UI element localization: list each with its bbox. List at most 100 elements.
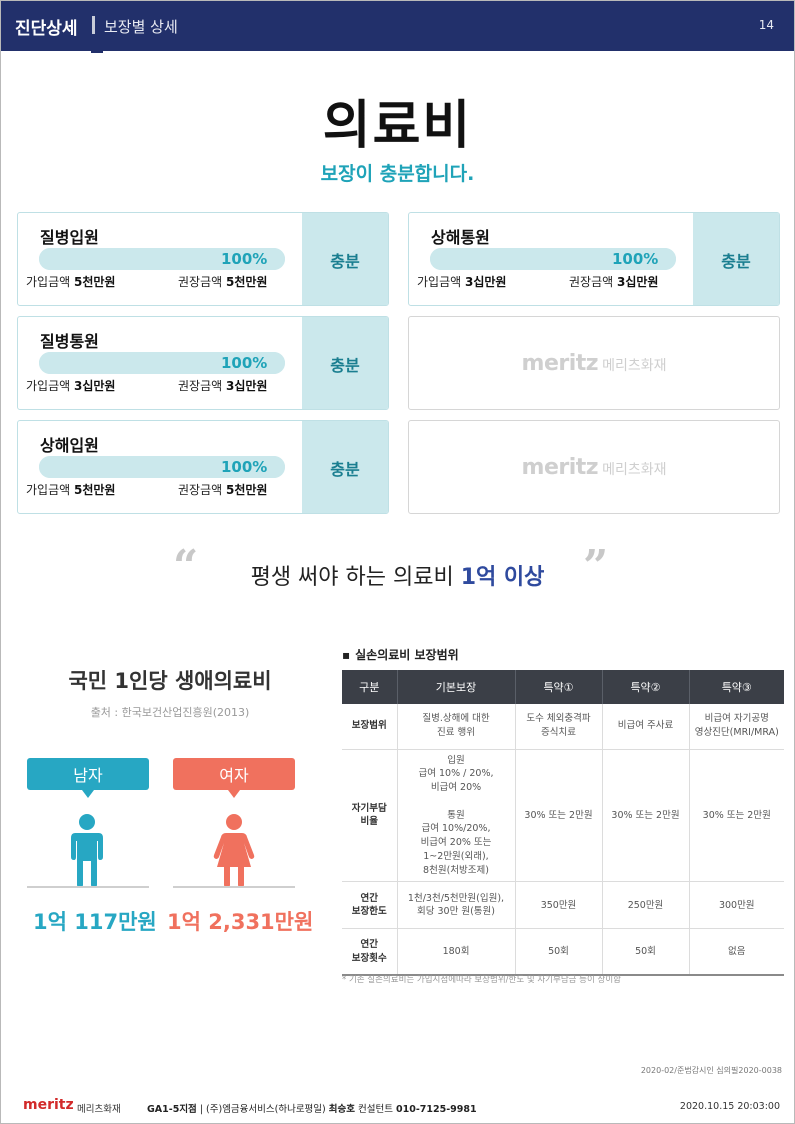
table-header-cell: 특약③ [689,670,784,704]
female-lifetime-amount: 1억 2,331만원 [167,910,314,934]
coverage-table-wrapper: 구분 기본보장 특약① 특약② 특약③ 보장범위 질병.상해에 대한 진료 행위… [342,670,784,976]
logo-text: meritz [521,454,599,480]
logo-text: meritz [521,350,599,376]
male-lifetime-amount: 1억 117만원 [33,910,157,934]
logo-korean-text: 메리츠화재 [602,462,667,478]
recommended-amount: 권장금액 5천만원 [178,275,268,289]
header-subtitle: 보장별 상세 [104,18,178,36]
footer-datetime: 2020.10.15 20:03:00 [679,1101,780,1112]
header-separator [92,16,95,34]
table-row: 자기부담 비율 입원 급여 10% / 20%, 비급여 20% 통원 급여 1… [342,749,784,883]
recommended-amount: 권장금액 5천만원 [178,483,268,497]
header-tick [91,51,103,53]
page-title: 의료비 [322,96,473,156]
male-ground-line [27,886,149,888]
page-number: 14 [758,18,774,32]
page-footer: meritz 메리츠화재 GA1-5지점 | (주)엠금융서비스(하나로평일) … [1,1097,794,1117]
open-quote-mark: “ [173,541,199,592]
table-header-cell: 구분 [342,670,398,704]
table-cell: 입원 급여 10% / 20%, 비급여 20% 통원 급여 10%/20%, … [397,749,516,883]
recommended-amount: 권장금액 3십만원 [569,275,659,289]
progress-track [39,248,285,270]
document-approval-code: 2020-02/준법감시인 심의필2020-0038 [640,1066,782,1075]
female-person-icon [213,814,255,887]
female-label: 여자 [173,758,295,798]
progress-percent: 100% [221,250,268,268]
joined-amount: 가입금액 3십만원 [417,275,507,289]
table-cell: 250만원 [602,881,690,930]
status-badge: 충분 [302,213,388,305]
footer-agent-info: GA1-5지점 | (주)엠금융서비스(하나로평일) 최승호 컨설턴트 010-… [147,1104,477,1115]
status-badge: 충분 [302,421,388,513]
coverage-card-injury-outpatient: 상해통원 100% 가입금액 3십만원 권장금액 3십만원 충분 [408,212,780,306]
quote-highlight: 1억 이상 [460,565,545,590]
row-header: 보장범위 [342,704,398,750]
male-label: 남자 [27,758,149,798]
close-quote-mark: ” [583,541,609,592]
table-cell: 350만원 [515,881,603,930]
placeholder-card: meritz 메리츠화재 [408,420,780,514]
lifetime-cost-title: 국민 1인당 생애의료비 [68,669,272,693]
placeholder-card: meritz 메리츠화재 [408,316,780,410]
table-row: 연간 보장횟수 180회 50회 50회 없음 [342,928,784,976]
table-cell: 질병.상해에 대한 진료 행위 [397,704,516,750]
joined-amount: 가입금액 3십만원 [26,379,116,393]
progress-percent: 100% [612,250,659,268]
meritz-logo: meritz 메리츠화재 [409,421,779,513]
card-name: 질병입원 [40,228,99,247]
logo-korean-text: 메리츠화재 [602,358,667,374]
coverage-table: 구분 기본보장 특약① 특약② 특약③ 보장범위 질병.상해에 대한 진료 행위… [342,670,784,976]
progress-percent: 100% [221,458,268,476]
table-cell: 180회 [397,928,516,976]
row-header: 연간 보장한도 [342,881,398,930]
coverage-table-note: * 기존 실손의료비는 가입시점에따라 보장범위/한도 및 자기부담금 등이 상… [342,975,621,985]
female-ground-line [173,886,295,888]
header-title: 진단상세 [15,19,78,39]
progress-track [39,352,285,374]
table-cell: 30% 또는 2만원 [515,749,603,883]
card-name: 질병통원 [40,332,99,351]
coverage-card-disease-outpatient: 질병통원 100% 가입금액 3십만원 권장금액 3십만원 충분 [17,316,389,410]
table-header-cell: 기본보장 [397,670,516,704]
card-name: 상해입원 [40,436,99,455]
table-cell: 30% 또는 2만원 [602,749,690,883]
table-cell: 1천/3천/5천만원(입원), 회당 30만 원(통원) [397,881,516,930]
footer-logo-korean: 메리츠화재 [77,1104,121,1115]
card-name: 상해통원 [431,228,490,247]
male-person-icon [71,814,103,887]
footer-logo: meritz [23,1097,74,1113]
progress-fill [39,248,285,270]
table-row: 연간 보장한도 1천/3천/5천만원(입원), 회당 30만 원(통원) 350… [342,881,784,930]
table-cell: 비급여 주사료 [602,704,690,750]
progress-percent: 100% [221,354,268,372]
table-cell: 50회 [515,928,603,976]
page-subtitle: 보장이 충분합니다. [320,163,475,185]
table-cell: 30% 또는 2만원 [689,749,784,883]
progress-track [39,456,285,478]
progress-fill [39,352,285,374]
status-badge: 충분 [302,317,388,409]
table-cell: 없음 [689,928,784,976]
lifetime-cost-source: 출처 : 한국보건산업진흥원(2013) [90,706,250,719]
table-cell: 비급여 자기공명 영상진단(MRI/MRA) [689,704,784,750]
coverage-card-disease-hospitalization: 질병입원 100% 가입금액 5천만원 권장금액 5천만원 충분 [17,212,389,306]
joined-amount: 가입금액 5천만원 [26,275,116,289]
table-cell: 도수 체외충격파 증식치료 [515,704,603,750]
meritz-logo: meritz 메리츠화재 [409,317,779,409]
row-header: 연간 보장횟수 [342,928,398,976]
table-cell: 50회 [602,928,690,976]
table-cell: 300만원 [689,881,784,930]
quote-text: 평생 써야 하는 의료비 1억 이상 [250,565,545,590]
table-row: 보장범위 질병.상해에 대한 진료 행위 도수 체외충격파 증식치료 비급여 주… [342,704,784,750]
progress-track [430,248,676,270]
progress-fill [39,456,285,478]
page-header: 진단상세 보장별 상세 14 [1,1,794,51]
progress-fill [430,248,676,270]
recommended-amount: 권장금액 3십만원 [178,379,268,393]
table-header-row: 구분 기본보장 특약① 특약② 특약③ [342,670,784,704]
coverage-table-title: 실손의료비 보장범위 [342,646,459,663]
table-header-cell: 특약② [602,670,690,704]
joined-amount: 가입금액 5천만원 [26,483,116,497]
status-badge: 충분 [693,213,779,305]
